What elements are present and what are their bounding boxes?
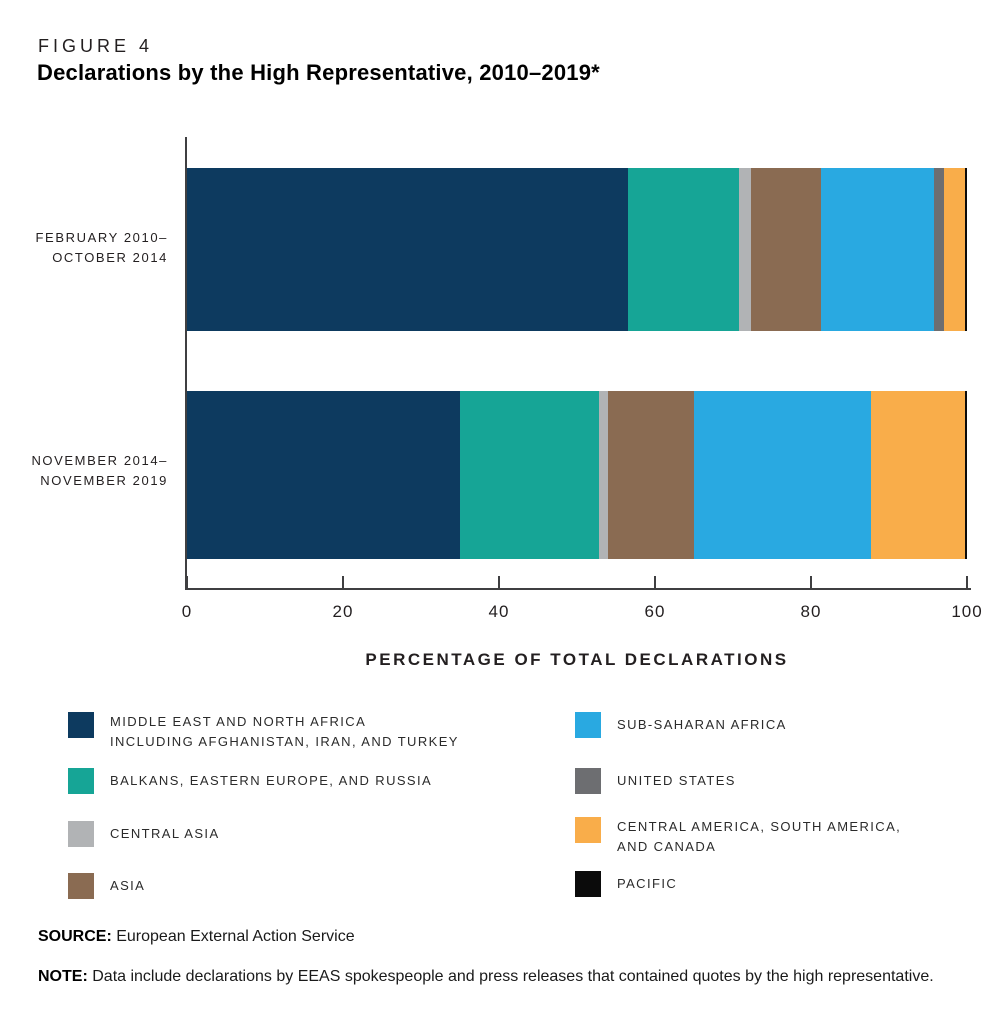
bar-segment	[871, 391, 965, 559]
tick-label: 0	[181, 602, 193, 621]
legend-swatch-balkans	[68, 768, 94, 794]
legend-label-americas: CENTRAL AMERICA, SOUTH AMERICA, AND CANA…	[617, 817, 901, 857]
legend-item-pacific: PACIFIC	[575, 871, 677, 897]
note-label: NOTE:	[38, 968, 88, 985]
source-line: SOURCE: European External Action Service	[38, 928, 355, 946]
legend-item-americas: CENTRAL AMERICA, SOUTH AMERICA, AND CANA…	[575, 817, 901, 857]
figure-title: Declarations by the High Representative,…	[37, 60, 600, 85]
y-axis-line	[185, 137, 187, 590]
legend-item-central-asia: CENTRAL ASIA	[68, 821, 220, 847]
tick-mark	[186, 576, 188, 588]
legend-swatch-mena	[68, 712, 94, 738]
legend-label-pacific: PACIFIC	[617, 876, 678, 891]
bar-segment	[608, 391, 694, 559]
note-line: NOTE: Data include declarations by EEAS …	[38, 968, 978, 986]
bar-segment	[187, 168, 629, 331]
legend-swatch-central-asia	[68, 821, 94, 847]
bar-segment	[739, 168, 751, 331]
legend-item-united-states: UNITED STATES	[575, 768, 736, 794]
tick-mark	[342, 576, 344, 588]
bar-segment	[964, 391, 967, 559]
category-label-2010-2014: FEBRUARY 2010– OCTOBER 2014	[0, 228, 168, 268]
legend-item-mena: MIDDLE EAST AND NORTH AFRICA INCLUDING A…	[68, 712, 459, 752]
legend-swatch-united-states	[575, 768, 601, 794]
legend-label-line: MIDDLE EAST AND NORTH AFRICA	[110, 714, 367, 729]
category-label-line: NOVEMBER 2014–	[31, 453, 168, 468]
legend-label-sub-saharan-africa: SUB-SAHARAN AFRICA	[617, 717, 787, 732]
bar-segment	[628, 168, 740, 331]
tick-label: 40	[488, 602, 510, 621]
note-text: Data include declarations by EEAS spokes…	[92, 968, 934, 985]
category-label-2014-2019: NOVEMBER 2014– NOVEMBER 2019	[0, 451, 168, 491]
legend-label-line: INCLUDING AFGHANISTAN, IRAN, AND TURKEY	[110, 734, 459, 749]
legend-swatch-sub-saharan-africa	[575, 712, 601, 738]
legend-swatch-pacific	[575, 871, 601, 897]
tick-mark	[966, 576, 968, 588]
legend-item-balkans: BALKANS, EASTERN EUROPE, AND RUSSIA	[68, 768, 432, 794]
tick-label: 20	[332, 602, 354, 621]
figure-label: FIGURE 4	[38, 36, 154, 56]
tick-mark	[654, 576, 656, 588]
legend-label-line: CENTRAL AMERICA, SOUTH AMERICA,	[617, 819, 902, 834]
x-axis-tick-labels: 0 20 40 60 80 100	[182, 602, 982, 626]
legend-swatch-americas	[575, 817, 601, 843]
bar-segment	[934, 168, 944, 331]
bar-segment	[598, 391, 609, 559]
tick-label: 60	[644, 602, 666, 621]
category-label-line: FEBRUARY 2010–	[35, 230, 168, 245]
stacked-bar-1	[187, 391, 967, 559]
legend-label-balkans: BALKANS, EASTERN EUROPE, AND RUSSIA	[110, 773, 433, 788]
stacked-bar-0	[187, 168, 967, 331]
legend-swatch-asia	[68, 873, 94, 899]
bars-layer	[187, 0, 967, 612]
legend-label-asia: ASIA	[110, 878, 146, 893]
bar-segment	[187, 391, 460, 559]
tick-label: 80	[800, 602, 822, 621]
x-axis-title: PERCENTAGE OF TOTAL DECLARATIONS	[365, 650, 789, 669]
bar-segment	[964, 168, 967, 331]
legend-label-line: AND CANADA	[617, 839, 717, 854]
bar-segment	[750, 168, 822, 331]
source-label: SOURCE:	[38, 928, 112, 945]
tick-mark	[498, 576, 500, 588]
legend-label-united-states: UNITED STATES	[617, 773, 736, 788]
bar-segment	[821, 168, 935, 331]
legend-item-asia: ASIA	[68, 873, 145, 899]
legend-label-central-asia: CENTRAL ASIA	[110, 826, 220, 841]
x-axis-ticks	[186, 576, 968, 588]
bar-segment	[943, 168, 965, 331]
legend-label-mena: MIDDLE EAST AND NORTH AFRICA INCLUDING A…	[110, 712, 459, 752]
legend-item-sub-saharan-africa: SUB-SAHARAN AFRICA	[575, 712, 787, 738]
category-label-line: OCTOBER 2014	[52, 250, 168, 265]
tick-mark	[810, 576, 812, 588]
x-axis-line	[185, 588, 971, 590]
category-label-line: NOVEMBER 2019	[40, 473, 168, 488]
bar-segment	[693, 391, 872, 559]
bar-segment	[460, 391, 599, 559]
source-text: European External Action Service	[116, 928, 355, 945]
tick-label: 100	[951, 602, 983, 621]
